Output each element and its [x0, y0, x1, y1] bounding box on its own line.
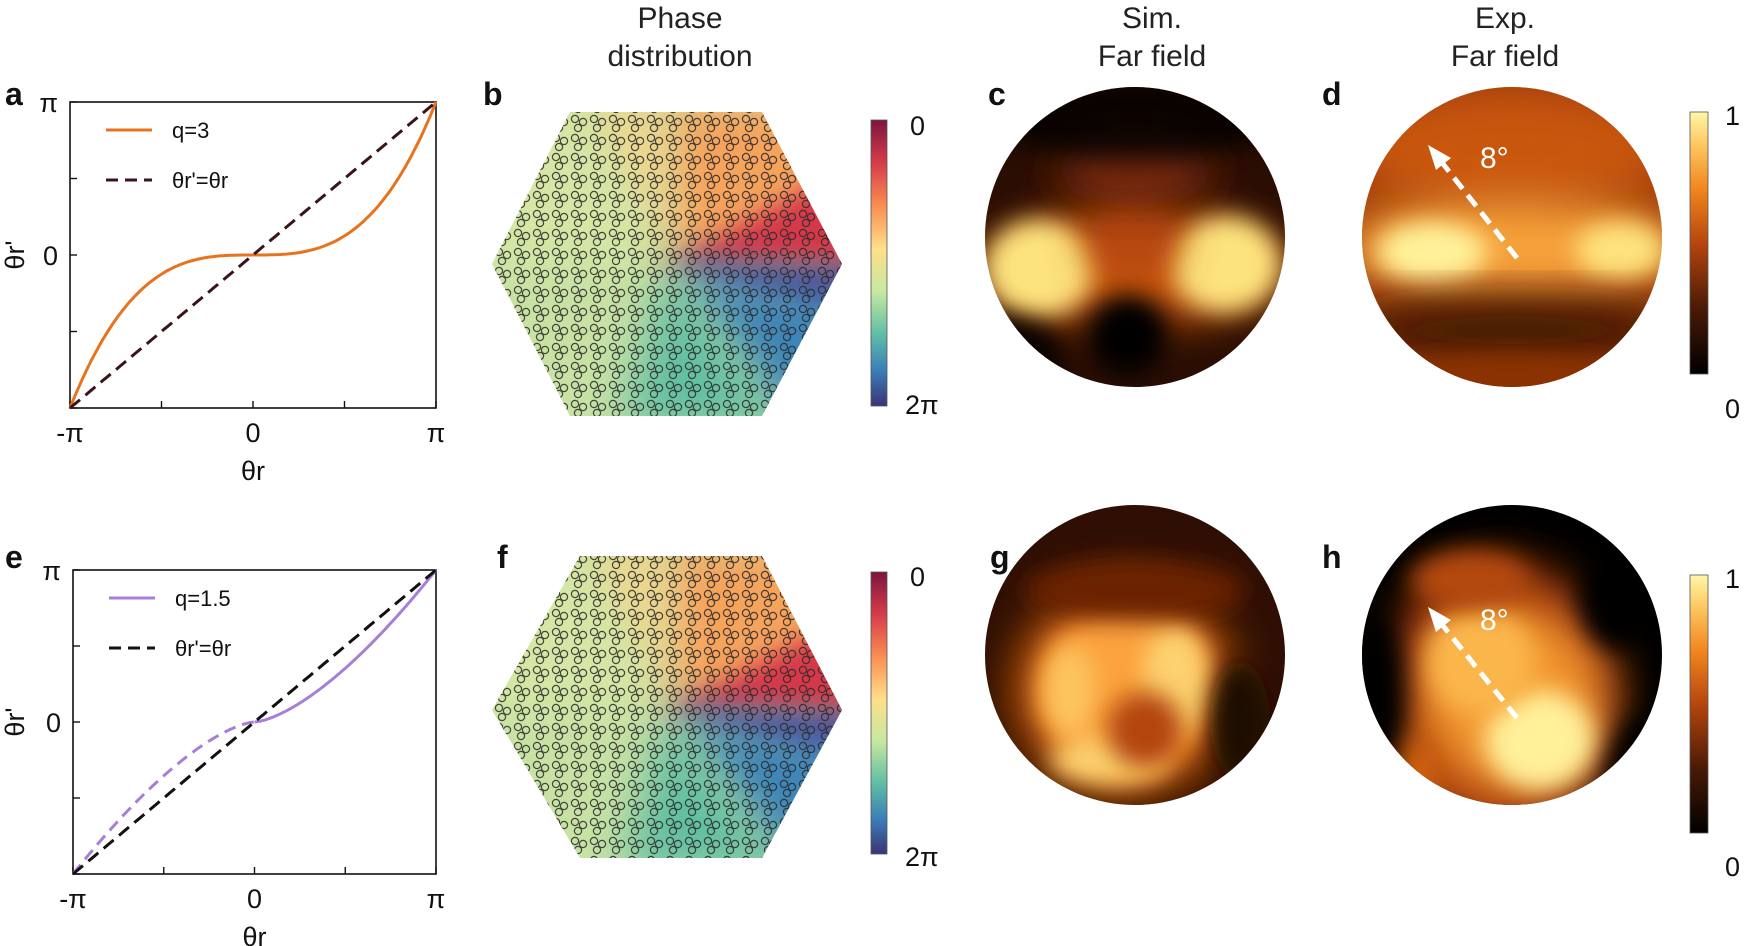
header-phase-line2: distribution: [607, 40, 752, 73]
x-tick-label: π: [427, 884, 446, 914]
series-line-q-dashed: [71, 720, 255, 875]
arrow-head-d: [1428, 145, 1451, 170]
panel-label-b: b: [483, 76, 503, 112]
farfield-exp-d: [1362, 87, 1662, 387]
panel-label-g: g: [990, 539, 1010, 575]
y-tick-label: 0: [43, 241, 58, 271]
phase-hexagon-b: [492, 112, 842, 416]
header-sim-line1: Sim.: [1122, 2, 1182, 35]
y-axis-label: θr': [0, 240, 30, 269]
panel-label-a: a: [5, 76, 23, 112]
header-exp-line2: Far field: [1451, 40, 1559, 73]
x-tick-label: 0: [247, 884, 262, 914]
y-tick-label: π: [39, 88, 58, 118]
phase-hexagon-f: [492, 556, 842, 858]
header-sim-line2: Far field: [1098, 40, 1206, 73]
phase-colorbar-f: [870, 571, 888, 855]
phase-colorbar-b-bottom: 2π: [905, 390, 939, 420]
y-tick-label: π: [42, 556, 61, 586]
x-tick-label: -π: [59, 884, 87, 914]
legend-label: q=3: [172, 118, 209, 143]
x-axis-label: θr: [242, 922, 266, 946]
phase-colorbar-f-top: 0: [910, 562, 925, 592]
chart-panel-e: -π 0 π π 0 θr θr' q=1.5 θr'=θr: [0, 556, 445, 946]
panel-label-f: f: [497, 539, 508, 575]
chart-panel-a: -π 0 π π 0 θr θr' q=3 θr'=θr: [0, 88, 445, 486]
intensity-colorbar-d: [1689, 111, 1709, 375]
x-tick-label: π: [427, 418, 446, 448]
phase-colorbar-f-bottom: 2π: [905, 842, 939, 872]
intensity-colorbar-d-bottom: 0: [1725, 394, 1740, 424]
x-tick-label: 0: [245, 418, 260, 448]
legend-label: θr'=θr: [175, 636, 231, 661]
farfield-exp-h: [1362, 505, 1662, 805]
intensity-colorbar-h-top: 1: [1725, 564, 1740, 594]
panel-label-e: e: [5, 539, 23, 575]
angle-annotation-d: 8°: [1480, 142, 1509, 175]
y-tick-label: 0: [46, 708, 61, 738]
panel-label-h: h: [1322, 539, 1342, 575]
phase-colorbar-b-top: 0: [910, 111, 925, 141]
angle-annotation-h: 8°: [1480, 604, 1509, 637]
farfield-sim-c: [985, 87, 1285, 387]
arrow-head-h: [1428, 607, 1451, 632]
header-exp-line1: Exp.: [1475, 2, 1535, 35]
x-axis-label: θr: [241, 456, 265, 486]
phase-colorbar-b: [870, 119, 888, 407]
farfield-sim-g: [985, 505, 1285, 805]
header-phase-line1: Phase: [637, 2, 722, 35]
intensity-colorbar-h: [1689, 574, 1709, 834]
intensity-colorbar-d-top: 1: [1725, 101, 1740, 131]
series-line-q-solid: [254, 569, 438, 724]
legend-label: q=1.5: [175, 586, 231, 611]
x-tick-label: -π: [56, 418, 84, 448]
panel-label-d: d: [1322, 76, 1342, 112]
legend-label: θr'=θr: [172, 168, 228, 193]
y-axis-label: θr': [0, 707, 30, 736]
intensity-colorbar-h-bottom: 0: [1725, 852, 1740, 882]
series-line-q: [68, 101, 438, 409]
panel-label-c: c: [988, 76, 1006, 112]
